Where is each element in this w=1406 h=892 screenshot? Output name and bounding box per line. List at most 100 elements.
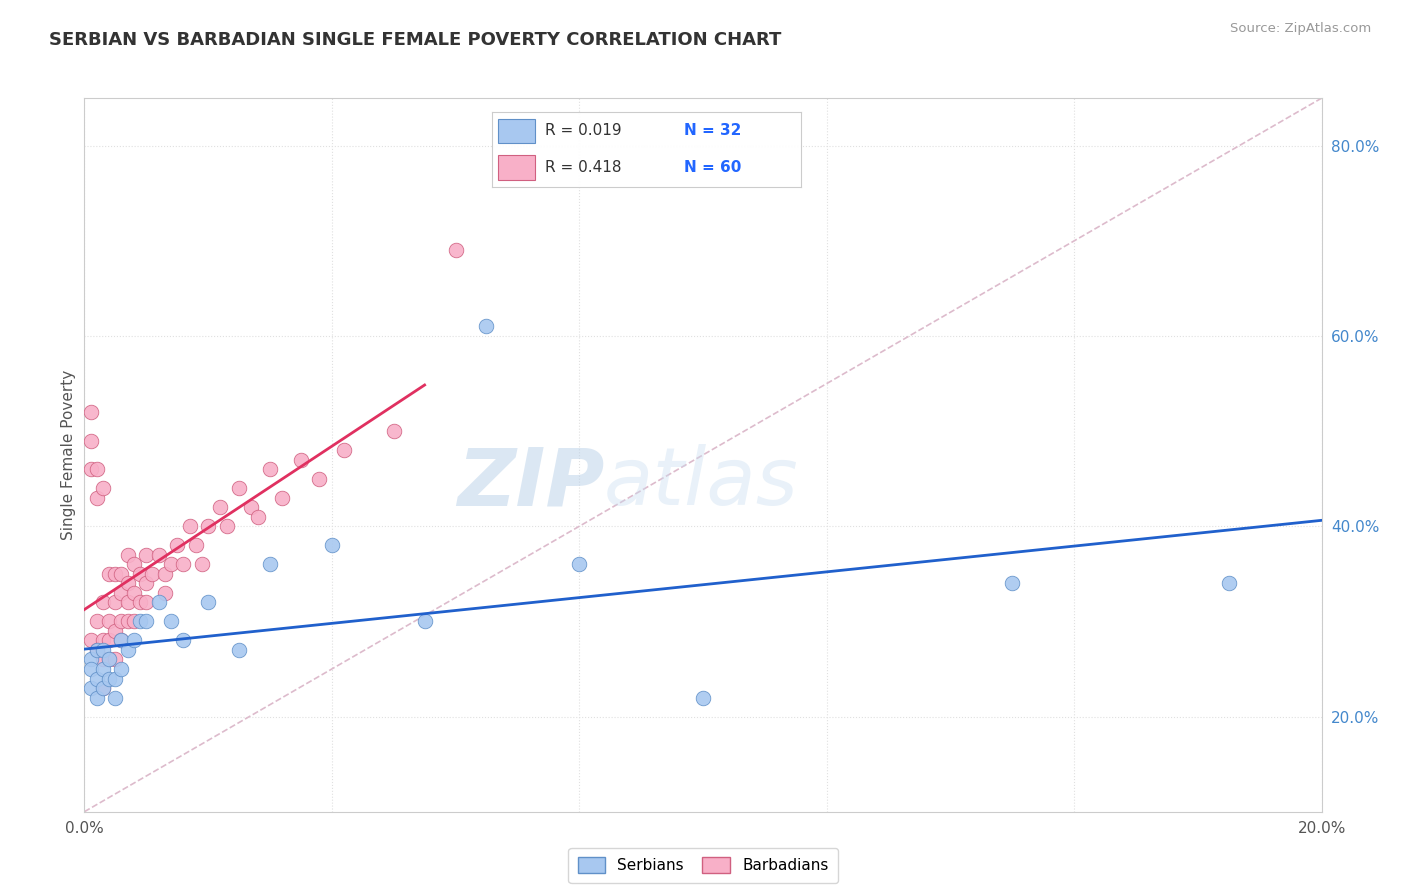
Point [1218, 576, 1240, 591]
Point [110, 633, 132, 648]
Point [413, 615, 436, 629]
Point [98, 566, 121, 581]
Point [259, 462, 281, 476]
Point [79, 681, 101, 695]
Point [122, 615, 145, 629]
Text: R = 0.019: R = 0.019 [544, 123, 621, 138]
Point [191, 558, 214, 572]
Point [246, 509, 269, 524]
Point [117, 576, 139, 591]
Point [104, 672, 127, 686]
Text: SERBIAN VS BARBADIAN SINGLE FEMALE POVERTY CORRELATION CHART: SERBIAN VS BARBADIAN SINGLE FEMALE POVER… [49, 31, 782, 49]
Point [141, 566, 163, 581]
Point [104, 566, 127, 581]
Point [184, 538, 207, 552]
Point [129, 615, 152, 629]
Text: atlas: atlas [605, 444, 799, 523]
Point [91, 681, 114, 695]
Point [91, 652, 114, 666]
Point [160, 615, 183, 629]
Point [86, 643, 108, 657]
Point [160, 558, 183, 572]
Point [475, 319, 498, 334]
Point [104, 595, 127, 609]
Point [153, 566, 176, 581]
Point [172, 558, 194, 572]
Point [568, 558, 591, 572]
Point [104, 652, 127, 666]
Point [110, 615, 132, 629]
Legend: Serbians, Barbadians: Serbians, Barbadians [568, 848, 838, 882]
Point [98, 672, 121, 686]
Point [91, 681, 114, 695]
Point [153, 586, 176, 600]
Point [117, 643, 139, 657]
Point [135, 615, 157, 629]
Point [104, 624, 127, 638]
Point [135, 576, 157, 591]
Point [79, 662, 101, 676]
Point [79, 462, 101, 476]
Point [110, 566, 132, 581]
Point [98, 615, 121, 629]
Point [692, 690, 714, 705]
Point [172, 633, 194, 648]
Point [91, 481, 114, 495]
Point [122, 586, 145, 600]
Point [86, 672, 108, 686]
Point [1001, 576, 1024, 591]
Point [290, 452, 312, 467]
Point [86, 462, 108, 476]
Point [197, 595, 219, 609]
Point [110, 662, 132, 676]
Point [86, 491, 108, 505]
Point [117, 548, 139, 562]
Point [122, 558, 145, 572]
Point [215, 519, 238, 533]
Point [110, 586, 132, 600]
Y-axis label: Single Female Poverty: Single Female Poverty [60, 370, 76, 540]
Point [91, 595, 114, 609]
Point [86, 615, 108, 629]
Point [98, 633, 121, 648]
Point [135, 548, 157, 562]
FancyBboxPatch shape [498, 119, 536, 144]
Text: N = 32: N = 32 [683, 123, 741, 138]
Point [79, 652, 101, 666]
Point [308, 472, 330, 486]
Point [209, 500, 232, 515]
FancyBboxPatch shape [498, 155, 536, 179]
Point [148, 548, 170, 562]
Point [197, 519, 219, 533]
Point [91, 662, 114, 676]
Point [104, 690, 127, 705]
Point [228, 643, 250, 657]
Text: R = 0.418: R = 0.418 [544, 160, 621, 175]
Point [259, 558, 281, 572]
Point [117, 615, 139, 629]
Point [91, 643, 114, 657]
Point [135, 595, 157, 609]
Point [86, 690, 108, 705]
Point [110, 633, 132, 648]
Point [79, 405, 101, 419]
Point [228, 481, 250, 495]
Text: N = 60: N = 60 [683, 160, 741, 175]
Point [444, 244, 467, 258]
Point [129, 566, 152, 581]
Text: Source: ZipAtlas.com: Source: ZipAtlas.com [1230, 22, 1371, 36]
Point [240, 500, 263, 515]
Point [333, 443, 356, 458]
Point [148, 595, 170, 609]
Point [91, 633, 114, 648]
Point [98, 652, 121, 666]
Point [382, 424, 405, 438]
Point [179, 519, 201, 533]
Text: ZIP: ZIP [457, 444, 605, 523]
Point [122, 633, 145, 648]
Point [271, 491, 294, 505]
Point [166, 538, 188, 552]
Point [86, 643, 108, 657]
Point [321, 538, 343, 552]
Point [79, 434, 101, 448]
